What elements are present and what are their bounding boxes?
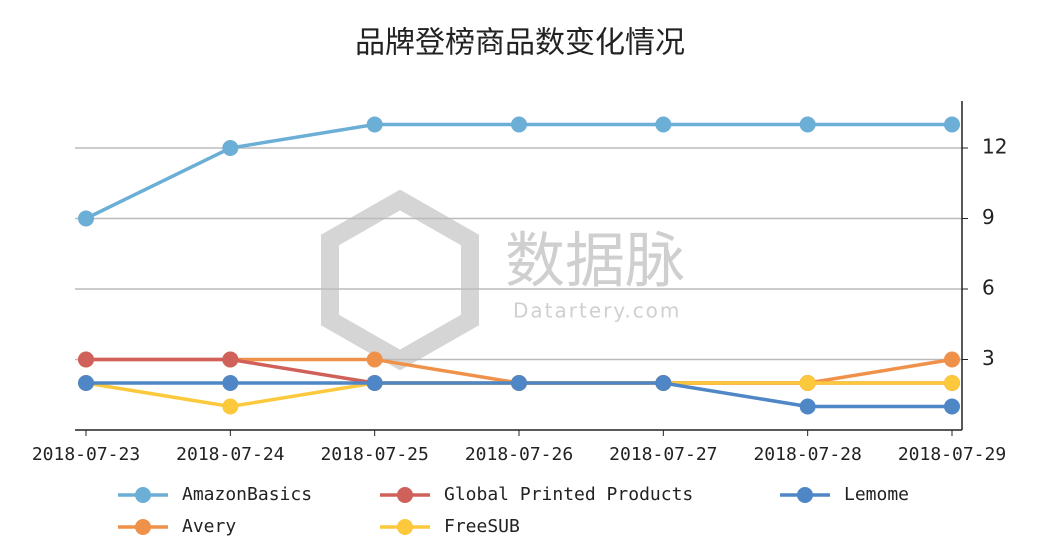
x-tick-label: 2018-07-25 bbox=[320, 444, 428, 465]
data-point bbox=[944, 398, 960, 415]
series-line bbox=[85, 122, 952, 221]
legend-marker bbox=[135, 487, 151, 503]
y-tick-label: 3 bbox=[982, 346, 995, 370]
data-point bbox=[366, 116, 383, 133]
data-point bbox=[944, 375, 960, 391]
data-point bbox=[366, 351, 383, 368]
data-point bbox=[944, 351, 960, 368]
data-point bbox=[366, 375, 383, 391]
data-point bbox=[222, 398, 239, 415]
chart-title: 品牌登榜商品数变化情况 bbox=[355, 26, 685, 61]
legend-marker bbox=[135, 519, 151, 535]
data-point bbox=[799, 375, 816, 391]
data-point bbox=[222, 140, 239, 156]
legend-label: AmazonBasics bbox=[182, 484, 312, 505]
data-point bbox=[511, 375, 527, 391]
legend-marker bbox=[397, 487, 413, 503]
x-tick-label: 2018-07-23 bbox=[32, 444, 140, 465]
x-tick-label: 2018-07-27 bbox=[609, 444, 717, 465]
data-point bbox=[799, 116, 816, 133]
data-point bbox=[222, 351, 239, 368]
y-tick-label: 9 bbox=[982, 205, 995, 229]
watermark-site: Datartery.com bbox=[513, 299, 681, 323]
x-tick-label: 2018-07-26 bbox=[465, 444, 573, 465]
data-point bbox=[78, 210, 94, 227]
data-point bbox=[78, 375, 94, 391]
x-tick-label: 2018-07-29 bbox=[898, 444, 1006, 465]
data-point bbox=[944, 116, 960, 133]
legend-label: Global Printed Products bbox=[444, 484, 693, 505]
y-tick-label: 6 bbox=[982, 276, 995, 300]
legend-label: FreeSUB bbox=[444, 516, 520, 537]
data-point bbox=[511, 116, 527, 133]
x-tick-label: 2018-07-24 bbox=[176, 444, 284, 465]
data-point bbox=[78, 351, 94, 368]
legend-marker bbox=[397, 519, 413, 535]
data-point bbox=[655, 375, 672, 391]
legend-marker bbox=[797, 487, 813, 503]
watermark: 数据脉 Datartery.com bbox=[321, 189, 685, 371]
data-point bbox=[655, 116, 672, 133]
data-point bbox=[799, 398, 816, 415]
watermark-brand: 数据脉 bbox=[505, 227, 685, 297]
x-tick-label: 2018-07-28 bbox=[753, 444, 861, 465]
watermark-logo bbox=[321, 189, 479, 371]
legend-label: Lemome bbox=[844, 484, 909, 505]
y-tick-label: 12 bbox=[982, 135, 1007, 159]
legend-label: Avery bbox=[182, 516, 236, 537]
data-point bbox=[222, 375, 239, 391]
